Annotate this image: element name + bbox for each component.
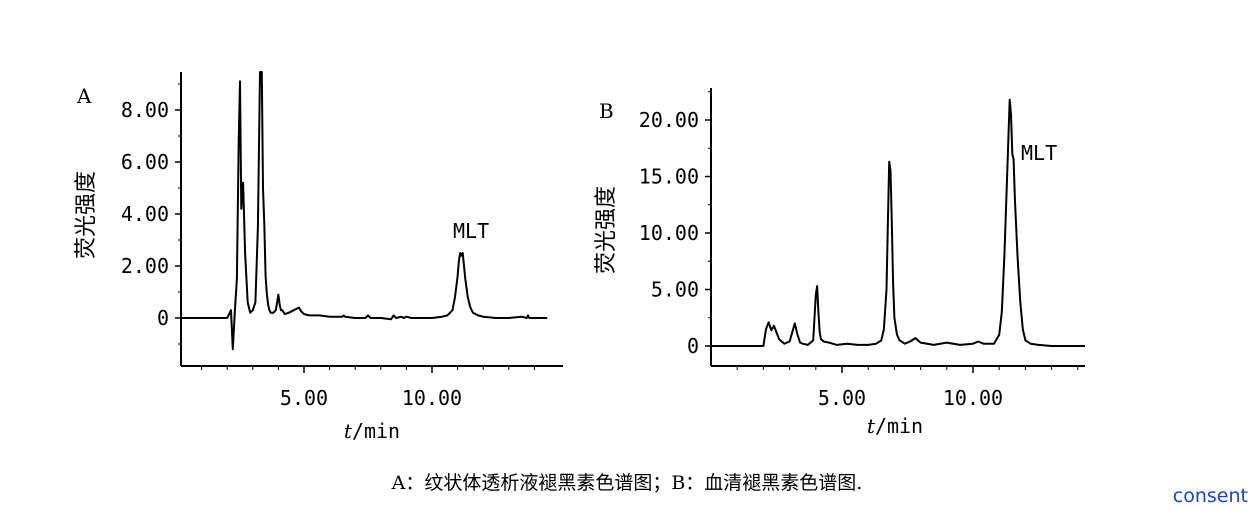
consent-link[interactable]: consent [1172,485,1248,507]
y-tick-label: 0 [687,334,699,358]
x-axis-title-unit: /min [352,419,400,443]
x-axis-title: t/min [867,414,923,438]
y-axis-title: 荧光强度 [74,171,99,259]
x-tick-label: 10.00 [402,386,462,410]
chromatogram-trace [181,71,548,351]
y-tick-label: 6.00 [121,150,169,174]
y-tick-label: 0 [157,306,169,330]
y-tick-label: 10.00 [639,221,699,245]
panel-label: A [76,84,92,108]
peak-label-mlt: MLT [1021,141,1057,165]
chart-panel-b: 0 5.00 10.00 15.00 20.00 5.00 10.00 B MLT 荧光强度 t/m… [594,88,1085,438]
chart-panel-a: 0 2.00 4.00 6.00 8.00 5.00 10.00 A MLT 荧光强度 t/min [74,71,563,443]
panel-label: B [599,99,614,123]
peak-label-mlt: MLT [453,219,489,243]
y-tick-label: 2.00 [121,254,169,278]
x-tick-label: 5.00 [818,386,866,410]
y-tick-label: 5.00 [651,278,699,302]
x-tick-label: 5.00 [280,386,328,410]
y-tick-label: 4.00 [121,202,169,226]
x-tick-label: 10.00 [943,386,1003,410]
y-tick-label: 15.00 [639,165,699,189]
y-axis-title: 荧光强度 [594,186,619,274]
y-tick-label: 20.00 [639,108,699,132]
x-axis-title-unit: /min [875,414,923,438]
y-tick-label: 8.00 [121,98,169,122]
x-axis-title-var: t [867,414,876,438]
x-axis-title: t/min [344,419,400,443]
chromatogram-trace [711,98,1085,347]
figure-caption: A：纹状体透析液褪黑素色谱图；B：血清褪黑素色谱图. [391,472,863,494]
x-axis-title-var: t [344,419,353,443]
